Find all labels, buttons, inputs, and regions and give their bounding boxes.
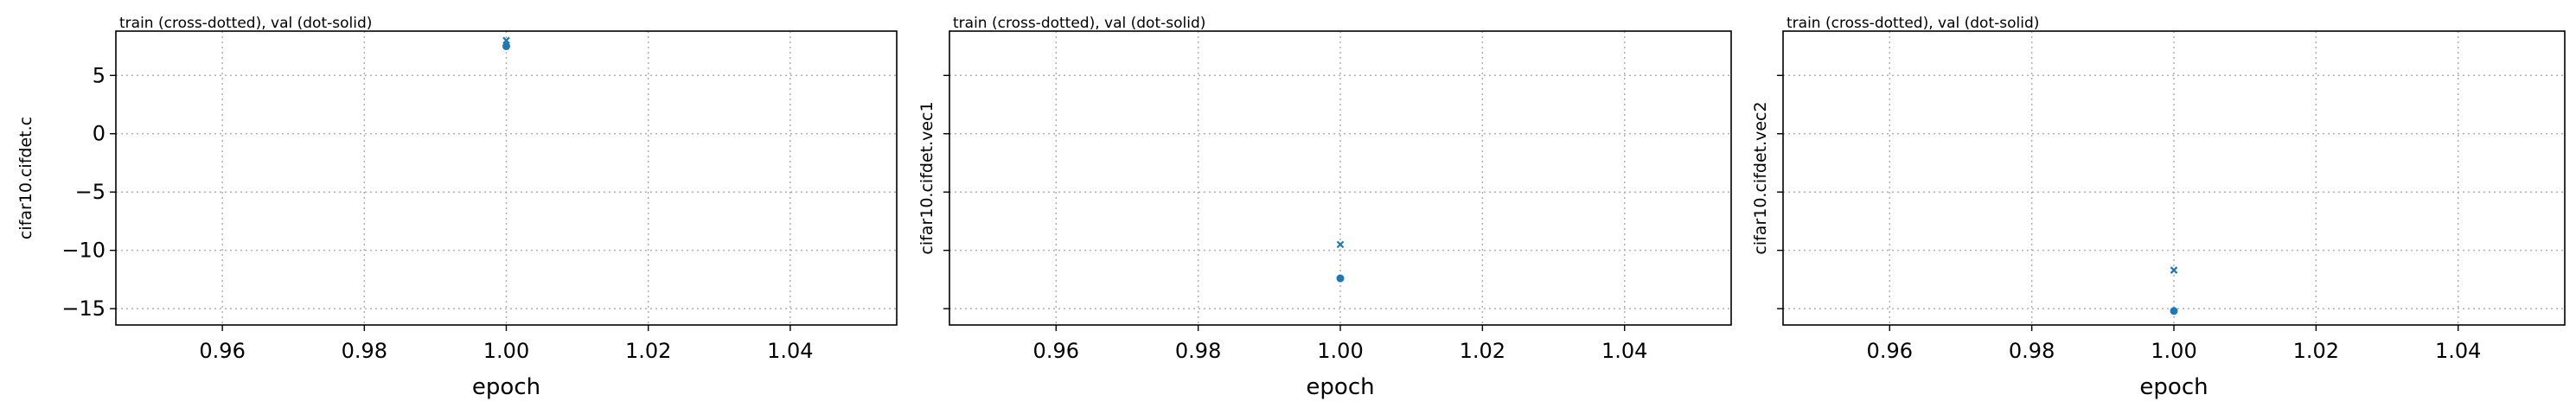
x-tick-label: 1.00 [2151, 339, 2196, 363]
subplot-3: 0.96 0.98 1.00 1.02 1.04 epoch cifar10.cifdet.… [1751, 15, 2566, 400]
subplot-1: 0.96 0.98 1.00 1.02 1.04 5 0 −5 −10 −15 epoch cifar… [16, 15, 898, 400]
subplot-2: 0.96 0.98 1.00 1.02 1.04 epoch cifar10.cifdet.… [917, 15, 1732, 400]
val-point [502, 42, 510, 51]
x-axis-label: epoch [1306, 374, 1374, 400]
y-tick-label: −5 [75, 180, 105, 204]
train-point-stroke [2170, 266, 2178, 274]
val-point [2170, 307, 2178, 315]
chart-title: train (cross-dotted), val (dot-solid) [1787, 15, 2039, 32]
chart-title: train (cross-dotted), val (dot-solid) [953, 15, 1205, 32]
x-tick-label: 1.00 [483, 339, 529, 363]
x-tick-label: 1.02 [625, 339, 671, 363]
x-tick-label: 0.98 [342, 339, 387, 363]
chart-title: train (cross-dotted), val (dot-solid) [119, 15, 372, 32]
train-point-stroke [1336, 240, 1345, 249]
train-point [502, 36, 510, 45]
x-tick-label: 1.00 [1317, 339, 1363, 363]
y-tick-label: 5 [93, 63, 105, 87]
x-tick-label: 1.02 [1460, 339, 1505, 363]
x-tick-label: 0.98 [2009, 339, 2055, 363]
x-tick-label: 1.04 [2435, 339, 2481, 363]
y-tick-label: −15 [61, 296, 105, 321]
x-axis-label: epoch [472, 374, 540, 400]
val-point [1336, 274, 1345, 283]
x-tick-label: 1.04 [767, 339, 813, 363]
x-tick-label: 0.96 [1867, 339, 1913, 363]
x-tick-label: 0.96 [199, 339, 245, 363]
y-tick-label: −10 [61, 239, 105, 263]
x-tick-label: 0.98 [1175, 339, 1221, 363]
y-tick-label: 0 [93, 122, 105, 146]
train-point [1336, 240, 1345, 249]
train-point [2170, 266, 2178, 274]
train-point-stroke [502, 36, 510, 45]
x-tick-label: 0.96 [1033, 339, 1079, 363]
x-axis-label: epoch [2139, 374, 2208, 400]
y-axis-label: cifar10.cifdet.vec2 [1751, 101, 1770, 254]
x-tick-label: 1.02 [2293, 339, 2339, 363]
x-tick-label: 1.04 [1601, 339, 1647, 363]
y-axis-label: cifar10.cifdet.vec1 [917, 101, 936, 254]
y-axis-label: cifar10.cifdet.c [16, 117, 35, 239]
